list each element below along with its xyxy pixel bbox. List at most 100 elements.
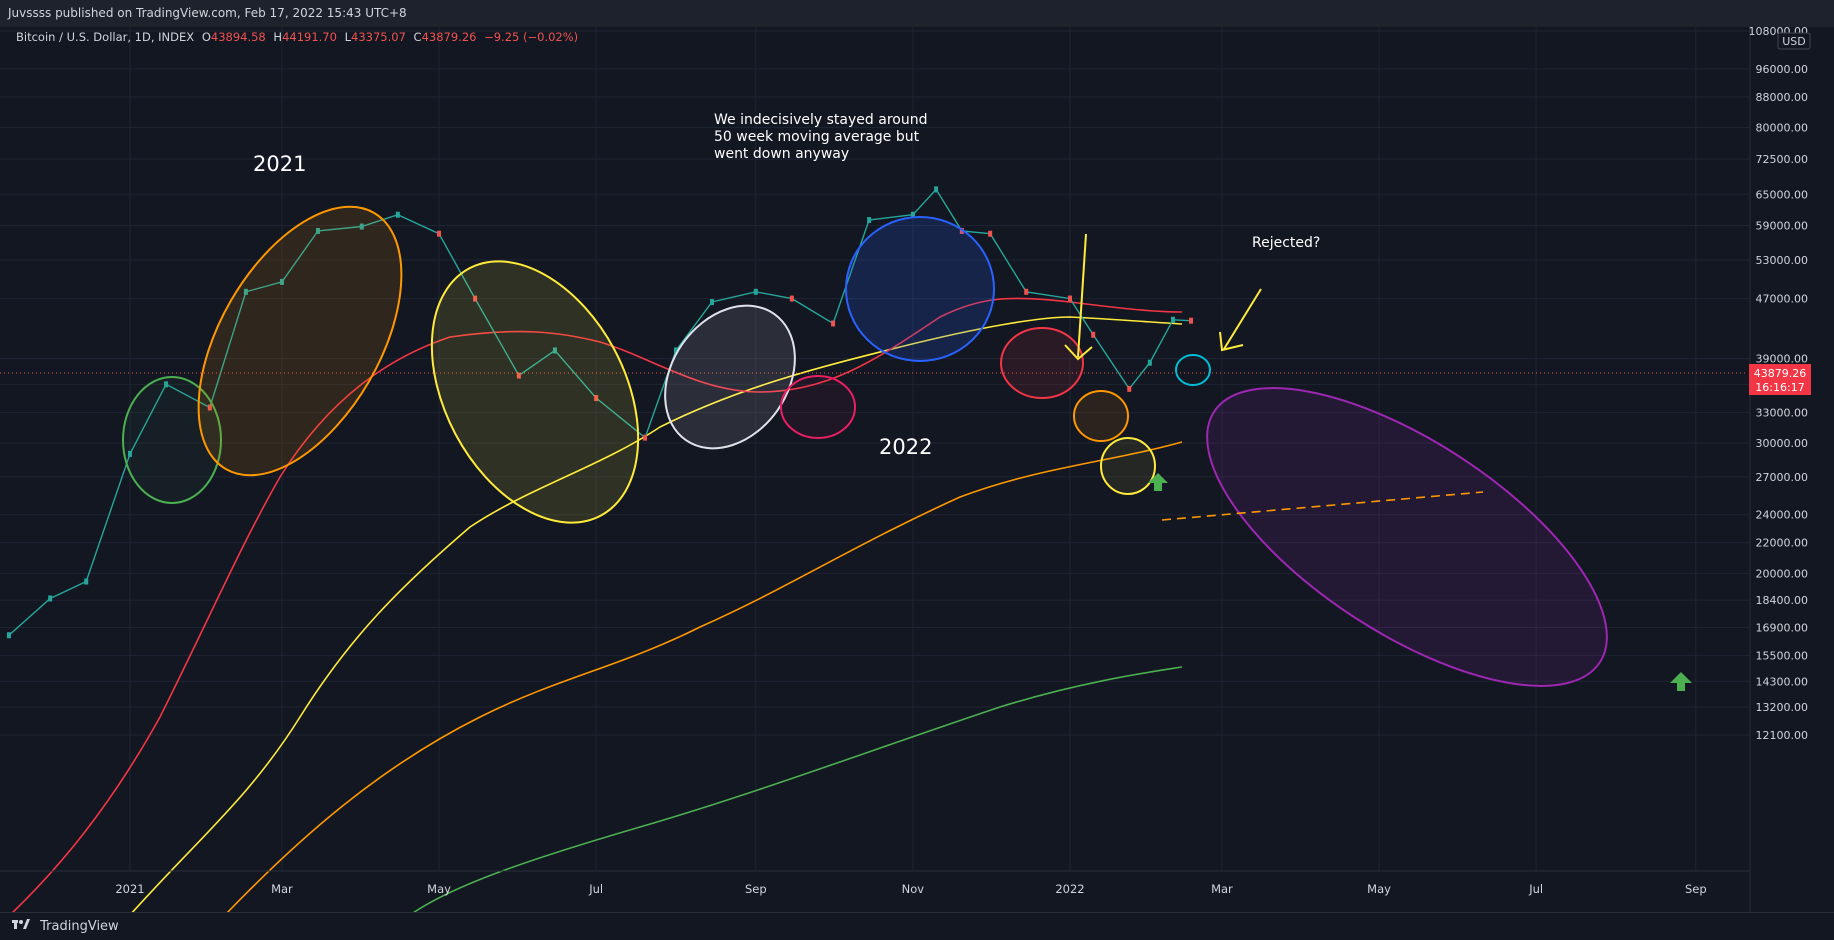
currency-label: USD bbox=[1782, 35, 1806, 48]
time-tick-label: Sep bbox=[745, 882, 767, 896]
yellow-down-arrow-icon[interactable] bbox=[1064, 233, 1093, 361]
cyan-small-ellipse[interactable] bbox=[1175, 354, 1211, 386]
price-point bbox=[1127, 385, 1132, 392]
ma-green-line bbox=[409, 666, 1183, 916]
dashed-projection-line[interactable] bbox=[1161, 491, 1484, 521]
price-point bbox=[316, 227, 320, 234]
price-point bbox=[934, 186, 939, 193]
chart-area[interactable]: 2021 2022 We indecisively stayed around … bbox=[0, 25, 1834, 916]
green-up-arrow-icon[interactable] bbox=[1148, 473, 1168, 491]
price-point bbox=[988, 230, 993, 237]
price-point bbox=[710, 299, 715, 306]
price-axis[interactable]: 108000.0096000.0088000.0080000.0072500.0… bbox=[1749, 25, 1809, 742]
ohlc-o-label: O bbox=[202, 30, 211, 44]
time-tick-label: Mar bbox=[271, 882, 293, 896]
price-tick-label: 24000.00 bbox=[1756, 509, 1809, 522]
last-price-tag: 43879.26 16:16:17 bbox=[1749, 364, 1811, 395]
change-value: −9.25 (−0.02%) bbox=[484, 30, 578, 44]
red-highlight-ellipse[interactable] bbox=[1000, 327, 1084, 399]
ohlc-h-value: 44191.70 bbox=[282, 30, 337, 44]
price-point bbox=[6, 632, 11, 639]
price-series-line bbox=[8, 188, 1192, 636]
countdown-label: 16:16:17 bbox=[1755, 381, 1804, 394]
note-line-3: went down anyway bbox=[714, 146, 849, 162]
price-tick-label: 15500.00 bbox=[1756, 649, 1809, 662]
time-tick-label: Jul bbox=[588, 882, 603, 896]
price-point bbox=[959, 227, 964, 234]
price-point bbox=[1091, 331, 1096, 338]
time-tick-label: May bbox=[427, 882, 451, 896]
price-tick-label: 88000.00 bbox=[1756, 91, 1809, 104]
price-point bbox=[1171, 316, 1176, 323]
brand-label[interactable]: TradingView bbox=[40, 919, 119, 934]
published-text: Juvssss published on TradingView.com, Fe… bbox=[8, 6, 407, 20]
symbol-legend[interactable]: Bitcoin / U.S. Dollar, 1D, INDEX O43894.… bbox=[16, 30, 578, 44]
ohlc-c-value: 43879.26 bbox=[422, 30, 477, 44]
price-tick-label: 80000.00 bbox=[1756, 122, 1809, 135]
price-tick-label: 53000.00 bbox=[1756, 254, 1809, 267]
time-tick-label: 2022 bbox=[1055, 882, 1084, 896]
yellow-highlight-ellipse[interactable] bbox=[390, 226, 680, 558]
price-point bbox=[910, 211, 915, 218]
price-point bbox=[516, 372, 521, 379]
price-tick-label: 14300.00 bbox=[1756, 675, 1809, 688]
price-tick-label: 20000.00 bbox=[1756, 567, 1809, 580]
price-tick-label: 13200.00 bbox=[1756, 701, 1809, 714]
note-line-1: We indecisively stayed around bbox=[714, 112, 927, 128]
time-axis[interactable]: 2021 Mar May Jul Sep Nov 2022 Mar May Jul Sep bbox=[115, 882, 1706, 896]
price-point bbox=[84, 578, 89, 585]
svg-text:Bitcoin / U.S. Dollar, 1D, IND: Bitcoin / U.S. Dollar, 1D, INDEX O43894.… bbox=[16, 30, 578, 44]
orange-highlight-ellipse[interactable] bbox=[157, 173, 444, 509]
time-tick-label: May bbox=[1367, 882, 1391, 896]
last-price-label: 43879.26 bbox=[1754, 367, 1807, 380]
price-tick-label: 39000.00 bbox=[1756, 353, 1809, 366]
price-tick-label: 33000.00 bbox=[1756, 406, 1809, 419]
time-tick-label: Mar bbox=[1211, 882, 1233, 896]
time-tick-label: 2021 bbox=[115, 882, 144, 896]
white-highlight-ellipse[interactable] bbox=[638, 281, 821, 474]
price-tick-label: 65000.00 bbox=[1756, 188, 1809, 201]
purple-projection-ellipse[interactable] bbox=[1162, 331, 1652, 743]
price-point bbox=[1024, 288, 1029, 295]
price-point bbox=[831, 320, 836, 327]
price-tick-label: 59000.00 bbox=[1756, 219, 1809, 232]
price-tick-label: 30000.00 bbox=[1756, 437, 1809, 450]
ohlc-h-label: H bbox=[273, 30, 282, 44]
yellow-diagonal-arrow-icon[interactable] bbox=[1219, 288, 1262, 352]
price-point bbox=[552, 347, 557, 354]
pink-highlight-ellipse[interactable] bbox=[780, 375, 856, 439]
price-point bbox=[1068, 295, 1072, 302]
price-point bbox=[643, 434, 648, 441]
currency-badge[interactable]: USD bbox=[1777, 32, 1811, 50]
price-tick-label: 72500.00 bbox=[1756, 153, 1809, 166]
price-point bbox=[279, 278, 284, 285]
ohlc-l-value: 43375.07 bbox=[351, 30, 406, 44]
symbol-name: Bitcoin / U.S. Dollar, 1D, INDEX bbox=[16, 30, 194, 44]
year-2021-label: 2021 bbox=[253, 152, 306, 176]
green-highlight-ellipse[interactable] bbox=[122, 376, 222, 504]
price-point bbox=[48, 595, 53, 602]
price-point bbox=[473, 295, 478, 302]
tradingview-logo-icon[interactable] bbox=[12, 913, 30, 940]
ma-yellow-line bbox=[129, 316, 1183, 916]
footer-bar: TradingView bbox=[0, 912, 1834, 939]
yellow-small-ellipse[interactable] bbox=[1100, 437, 1156, 495]
blue-highlight-ellipse[interactable] bbox=[845, 216, 995, 362]
time-tick-label: Jul bbox=[1528, 882, 1543, 896]
note-line-2: 50 week moving average but bbox=[714, 129, 920, 145]
green-up-arrow-far-icon[interactable] bbox=[1670, 672, 1692, 691]
ohlc-l-label: L bbox=[345, 30, 352, 44]
price-point bbox=[359, 223, 364, 230]
price-points bbox=[6, 186, 1194, 639]
time-tick-label: Sep bbox=[1685, 882, 1707, 896]
price-point bbox=[1147, 359, 1152, 366]
price-point bbox=[395, 211, 400, 218]
price-point bbox=[437, 230, 442, 237]
price-tick-label: 27000.00 bbox=[1756, 471, 1809, 484]
publish-header: Juvssss published on TradingView.com, Fe… bbox=[0, 0, 1834, 27]
ma-red-line bbox=[9, 297, 1183, 916]
price-tick-label: 47000.00 bbox=[1756, 293, 1809, 306]
price-chart[interactable]: 2021 2022 We indecisively stayed around … bbox=[0, 25, 1834, 916]
orange-small-ellipse[interactable] bbox=[1073, 390, 1129, 442]
price-point bbox=[789, 295, 794, 302]
